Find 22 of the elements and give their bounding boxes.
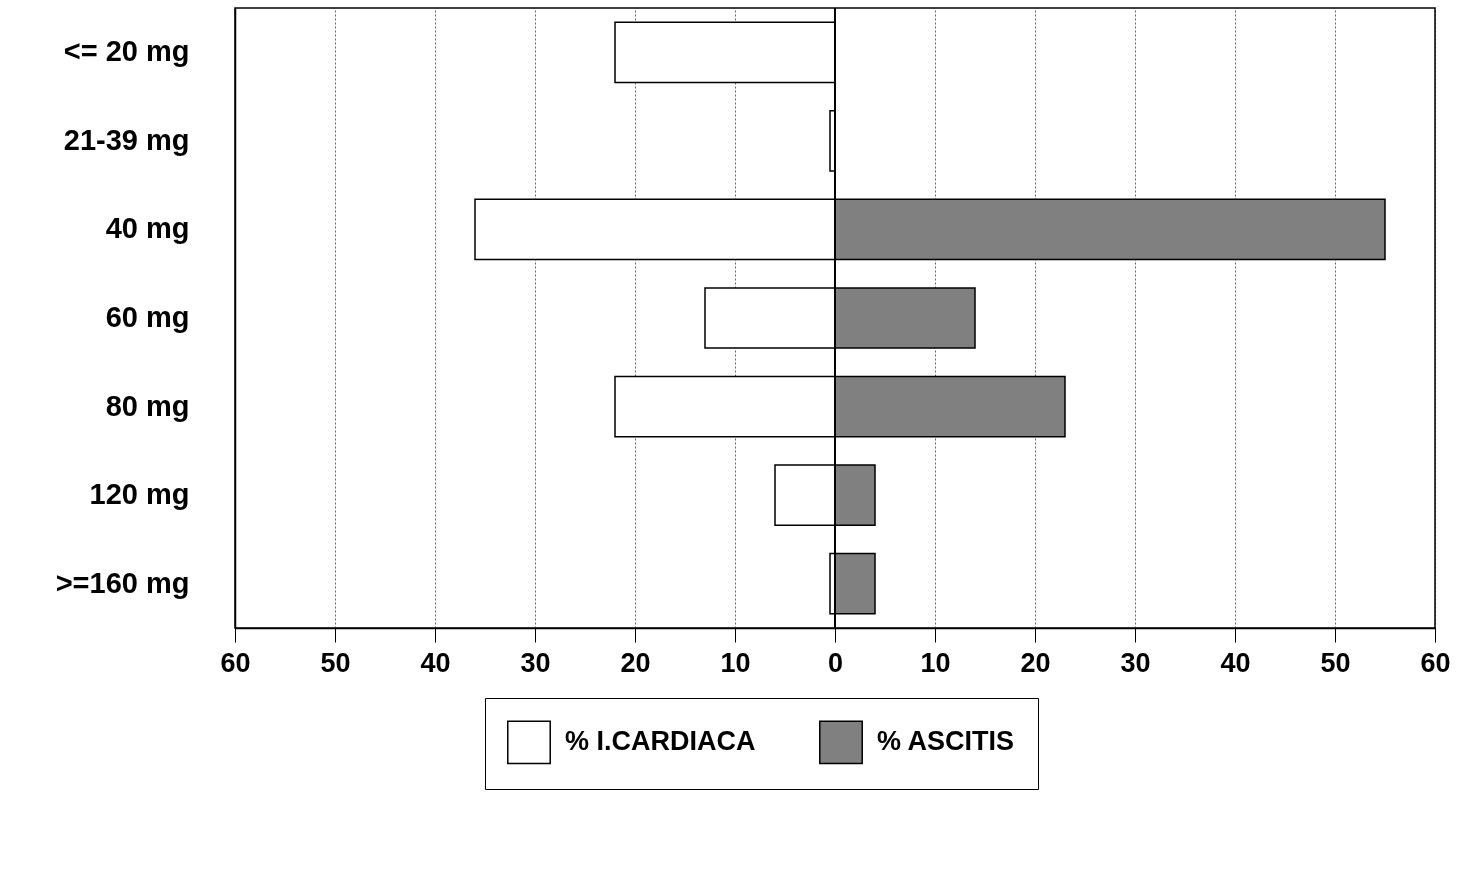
y-tick-label: <= 20 mg: [63, 35, 190, 68]
x-tick-label: 40: [420, 647, 451, 678]
x-tick-label: 0: [827, 647, 844, 678]
x-tick-label: 30: [1120, 647, 1151, 678]
x-tick-label: 20: [1020, 647, 1051, 678]
x-tick-label: 50: [1320, 647, 1351, 678]
y-tick-label: 21-39 mg: [63, 123, 190, 156]
x-tick-label: 60: [220, 647, 251, 678]
x-tick-label: 40: [1220, 647, 1251, 678]
x-tick-label: 20: [620, 647, 651, 678]
y-tick-label: 80 mg: [105, 389, 190, 422]
y-tick-label: 60 mg: [105, 301, 190, 333]
y-tick-label: 40 mg: [105, 212, 190, 245]
y-tick-label: 120 mg: [89, 478, 190, 511]
x-tick-label: 30: [520, 647, 551, 678]
x-tick-label: 50: [320, 647, 351, 678]
legend-label: % ASCITIS: [877, 726, 1015, 757]
legend-label: % I.CARDIACA: [565, 726, 756, 757]
x-tick-label: 10: [720, 647, 751, 678]
x-tick-label: 10: [920, 647, 951, 678]
y-tick-label: >=160 mg: [55, 566, 190, 599]
x-tick-label: 60: [1420, 647, 1451, 678]
